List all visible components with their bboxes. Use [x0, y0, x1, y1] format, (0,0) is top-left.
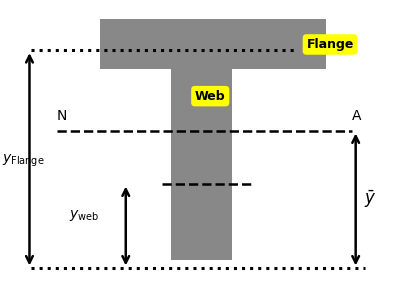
Text: $y_{\rm Flange}$: $y_{\rm Flange}$ [2, 153, 44, 169]
Text: Flange: Flange [307, 38, 354, 51]
Bar [171, 69, 232, 260]
Bar [100, 19, 326, 69]
Text: A: A [352, 109, 361, 123]
Text: $y_{\rm web}$: $y_{\rm web}$ [69, 208, 99, 223]
Text: N: N [57, 109, 67, 123]
Text: Web: Web [195, 90, 226, 103]
Text: $\bar{y}$: $\bar{y}$ [364, 189, 376, 210]
